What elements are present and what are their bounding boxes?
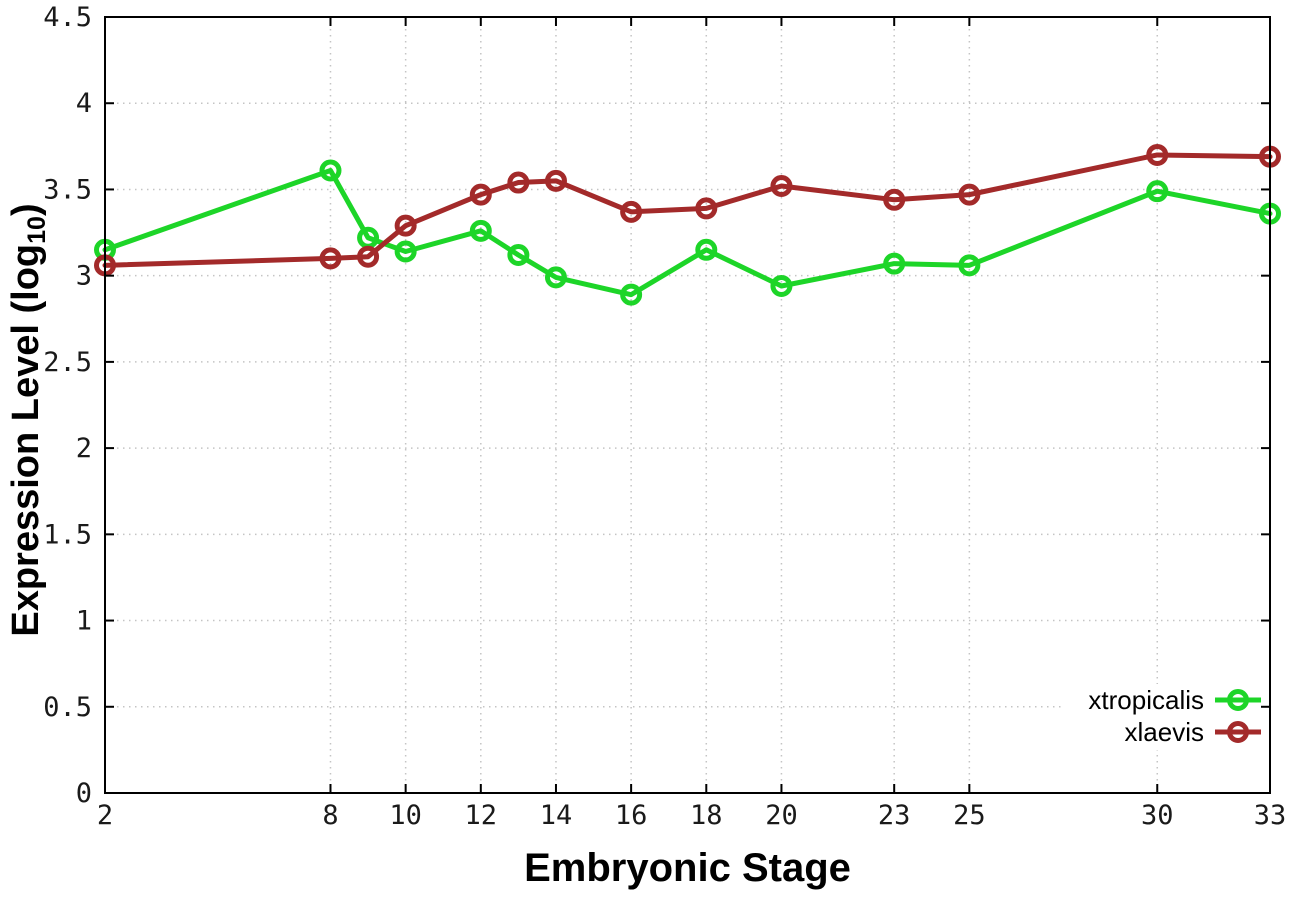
data-point-marker [770,275,793,298]
legend-item-xlaevis: xlaevis [1125,718,1262,746]
data-point-marker [958,183,981,206]
data-point-marker [357,245,380,268]
legend-label: xtropicalis [1088,685,1204,715]
legend-marker-sample [1215,721,1261,743]
y-axis-label-main: Expression Level (log [5,243,47,637]
series-xtropicalis [94,159,1281,306]
plot-border [104,16,1271,794]
x-tick-label: 12 [465,800,498,831]
data-point-marker [958,254,981,277]
legend: xtropicalis xlaevis [1088,686,1262,746]
data-point-marker [620,283,643,306]
data-point-marker [883,252,906,275]
data-point-marker [507,243,530,266]
x-tick-label: 8 [322,800,338,831]
data-point-marker [394,214,417,237]
y-tick-label: 3 [76,261,92,292]
y-tick-label: 1.5 [43,519,92,550]
data-point-marker [319,159,342,182]
y-tick-label: 0 [76,778,92,809]
y-axis-label: Expression Level (log10) [0,70,52,770]
legend-marker-sample [1215,689,1261,711]
data-point-marker [469,219,492,242]
data-point-marker [544,266,567,289]
data-point-marker [319,247,342,270]
x-tick-label: 16 [615,800,648,831]
data-point-marker [1146,180,1169,203]
tick-marks [104,16,1271,794]
x-tick-label: 23 [878,800,911,831]
series-line [102,152,1273,268]
data-point-marker [469,183,492,206]
x-tick-label: 20 [765,800,798,831]
legend-label: xlaevis [1124,717,1204,747]
data-point-marker [695,238,718,261]
y-tick-label: 4 [76,88,92,119]
data-point-marker [695,197,718,220]
y-tick-label: 3.5 [43,174,92,205]
data-point-marker [883,188,906,211]
data-point-marker [507,171,530,194]
data-point-marker [620,200,643,223]
x-tick-label: 14 [540,800,573,831]
y-axis-label-close: ) [5,203,47,217]
x-tick-label: 18 [690,800,723,831]
y-tick-label: 2.5 [43,347,92,378]
tick-labels: 2 8 10 12 14 16 18 20 23 25 30 33 0 0.5 1 1.5 2 2.5 3 3.5 4 4… [43,2,1286,831]
y-tick-label: 4.5 [43,2,92,33]
x-tick-label: 25 [953,800,986,831]
x-tick-label: 30 [1141,800,1174,831]
y-tick-label: 2 [76,433,92,464]
x-tick-label: 10 [389,800,422,831]
data-point-marker [1146,143,1169,166]
data-point-marker [770,174,793,197]
x-axis-label: Embryonic Stage [524,846,851,890]
y-tick-label: 0.5 [43,692,92,723]
data-point-marker [394,240,417,263]
series-xlaevis [94,143,1281,277]
y-tick-label: 1 [76,606,92,637]
y-axis-label-subscript: 10 [23,216,51,244]
x-tick-label: 2 [97,800,113,831]
x-tick-label: 33 [1254,800,1287,831]
grid [105,17,1270,793]
data-point-marker [544,169,567,192]
legend-item-xtropicalis: xtropicalis [1088,686,1262,714]
